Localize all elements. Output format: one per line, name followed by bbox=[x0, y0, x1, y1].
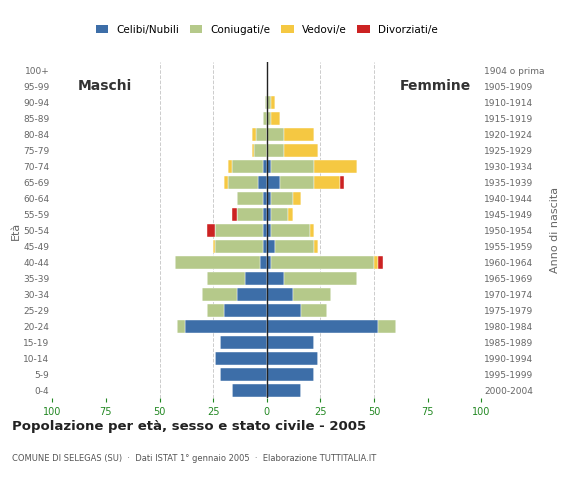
Bar bbox=[284, 272, 357, 285]
Bar bbox=[284, 144, 318, 157]
Bar bbox=[264, 96, 267, 109]
Bar bbox=[206, 304, 224, 317]
Bar bbox=[314, 176, 340, 189]
Bar bbox=[252, 128, 256, 141]
Bar bbox=[267, 240, 276, 253]
Bar bbox=[267, 352, 318, 365]
Bar bbox=[301, 304, 327, 317]
Bar bbox=[284, 128, 314, 141]
Bar bbox=[292, 192, 301, 205]
Bar bbox=[263, 112, 267, 125]
Bar bbox=[245, 272, 267, 285]
Bar bbox=[271, 96, 276, 109]
Bar bbox=[280, 176, 314, 189]
Bar bbox=[267, 192, 271, 205]
Bar bbox=[267, 336, 314, 349]
Bar bbox=[224, 176, 228, 189]
Bar bbox=[378, 256, 383, 269]
Bar bbox=[267, 304, 301, 317]
Bar bbox=[215, 240, 263, 253]
Text: Femmine: Femmine bbox=[400, 79, 471, 94]
Bar bbox=[271, 192, 292, 205]
Bar bbox=[267, 112, 271, 125]
Bar bbox=[220, 368, 267, 381]
Legend: Celibi/Nubili, Coniugati/e, Vedovi/e, Divorziati/e: Celibi/Nubili, Coniugati/e, Vedovi/e, Di… bbox=[92, 21, 442, 39]
Bar bbox=[267, 368, 314, 381]
Bar bbox=[267, 288, 292, 301]
Bar bbox=[252, 144, 254, 157]
Bar bbox=[267, 320, 378, 333]
Bar bbox=[267, 144, 284, 157]
Bar bbox=[267, 256, 271, 269]
Bar bbox=[271, 256, 374, 269]
Text: Popolazione per età, sesso e stato civile - 2005: Popolazione per età, sesso e stato civil… bbox=[12, 420, 366, 432]
Bar bbox=[271, 112, 280, 125]
Text: COMUNE DI SELEGAS (SU)  ·  Dati ISTAT 1° gennaio 2005  ·  Elaborazione TUTTITALI: COMUNE DI SELEGAS (SU) · Dati ISTAT 1° g… bbox=[12, 454, 376, 463]
Bar bbox=[267, 208, 271, 221]
Bar bbox=[215, 224, 263, 237]
Bar bbox=[213, 240, 215, 253]
Bar bbox=[271, 208, 288, 221]
Bar bbox=[267, 384, 301, 397]
Bar bbox=[314, 240, 318, 253]
Bar bbox=[237, 288, 267, 301]
Bar bbox=[202, 288, 237, 301]
Bar bbox=[310, 224, 314, 237]
Bar bbox=[220, 336, 267, 349]
Bar bbox=[288, 208, 292, 221]
Bar bbox=[267, 224, 271, 237]
Bar bbox=[256, 128, 267, 141]
Bar bbox=[260, 256, 267, 269]
Bar bbox=[175, 256, 260, 269]
Text: Maschi: Maschi bbox=[78, 79, 132, 94]
Bar bbox=[233, 160, 263, 173]
Bar bbox=[267, 176, 280, 189]
Bar bbox=[258, 176, 267, 189]
Bar bbox=[237, 208, 263, 221]
Bar bbox=[263, 208, 267, 221]
Bar bbox=[233, 384, 267, 397]
Bar bbox=[237, 192, 263, 205]
Bar bbox=[228, 160, 233, 173]
Bar bbox=[263, 224, 267, 237]
Bar bbox=[206, 272, 245, 285]
Y-axis label: Età: Età bbox=[10, 221, 20, 240]
Bar bbox=[215, 352, 267, 365]
Bar bbox=[267, 128, 284, 141]
Bar bbox=[314, 160, 357, 173]
Bar bbox=[374, 256, 378, 269]
Bar bbox=[206, 224, 215, 237]
Bar bbox=[378, 320, 396, 333]
Bar bbox=[177, 320, 185, 333]
Y-axis label: Anno di nascita: Anno di nascita bbox=[550, 187, 560, 274]
Bar bbox=[271, 224, 310, 237]
Bar bbox=[254, 144, 267, 157]
Bar bbox=[267, 96, 271, 109]
Bar bbox=[271, 160, 314, 173]
Bar bbox=[263, 192, 267, 205]
Bar bbox=[185, 320, 267, 333]
Bar bbox=[267, 272, 284, 285]
Bar bbox=[263, 240, 267, 253]
Bar bbox=[233, 208, 237, 221]
Bar bbox=[228, 176, 258, 189]
Bar bbox=[263, 160, 267, 173]
Bar bbox=[276, 240, 314, 253]
Bar bbox=[292, 288, 331, 301]
Bar bbox=[267, 160, 271, 173]
Bar bbox=[340, 176, 344, 189]
Bar bbox=[224, 304, 267, 317]
